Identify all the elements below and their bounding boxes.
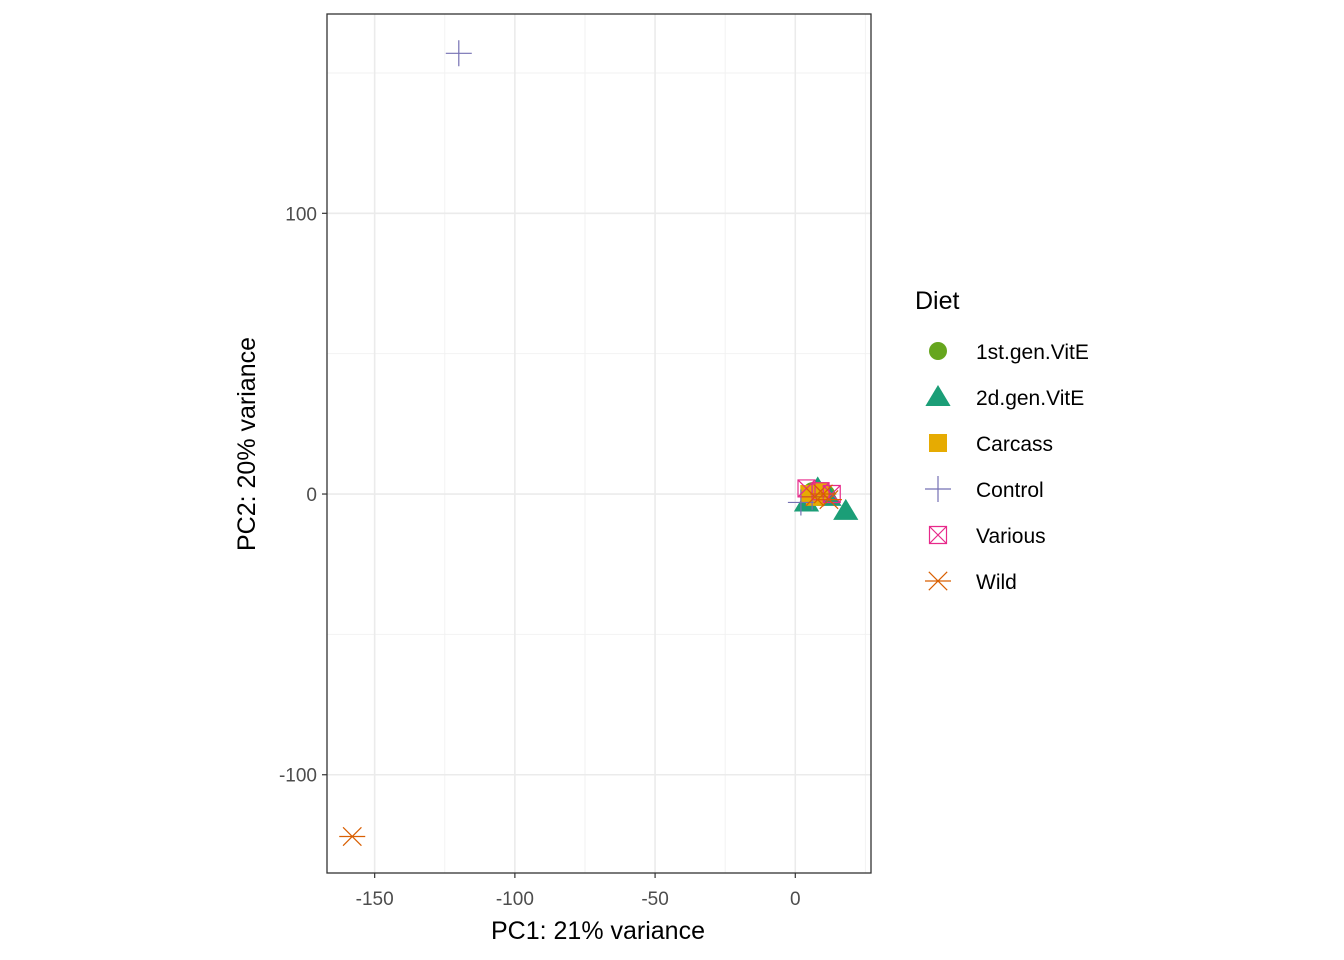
data-point: [815, 490, 842, 510]
legend-label: Carcass: [976, 433, 1053, 456]
grid-minor: [327, 14, 871, 873]
data-point: [445, 40, 472, 67]
y-axis-title: PC2: 20% variance: [233, 337, 261, 551]
legend-key: [929, 434, 947, 452]
y-tick-label: 0: [306, 485, 317, 506]
x-tick-label: -100: [496, 889, 534, 910]
legend-title: Diet: [915, 287, 960, 315]
x-tick-label: 0: [790, 889, 801, 910]
legend-label: Various: [976, 525, 1046, 548]
legend-items: 1st.gen.VitE 2d.gen.VitE Carcass Control Var…: [925, 341, 1089, 594]
legend: Diet 1st.gen.VitE 2d.gen.VitE Carcass Contr…: [915, 287, 1089, 594]
legend-label: 2d.gen.VitE: [976, 387, 1084, 410]
y-axis-ticks: -100 0 100: [279, 204, 327, 787]
legend-key: [925, 476, 951, 502]
grid-major: [327, 14, 871, 873]
legend-key: [928, 525, 948, 545]
data-point: [339, 826, 366, 847]
data-points: [339, 40, 859, 847]
x-tick-label: -50: [641, 889, 668, 910]
y-tick-label: 100: [285, 204, 317, 225]
legend-key: [925, 385, 951, 406]
legend-label: Control: [976, 479, 1044, 502]
x-axis-ticks: -150 -100 -50 0: [356, 873, 801, 910]
x-axis-title: PC1: 21% variance: [491, 917, 705, 945]
legend-label: Wild: [976, 571, 1017, 594]
data-point: [833, 498, 859, 520]
data-point: [801, 487, 828, 507]
legend-key: [929, 342, 947, 360]
x-tick-label: -150: [356, 889, 394, 910]
legend-label: 1st.gen.VitE: [976, 341, 1089, 364]
panel-border: [326, 13, 872, 874]
legend-key: [925, 571, 951, 591]
y-tick-label: -100: [279, 766, 317, 787]
